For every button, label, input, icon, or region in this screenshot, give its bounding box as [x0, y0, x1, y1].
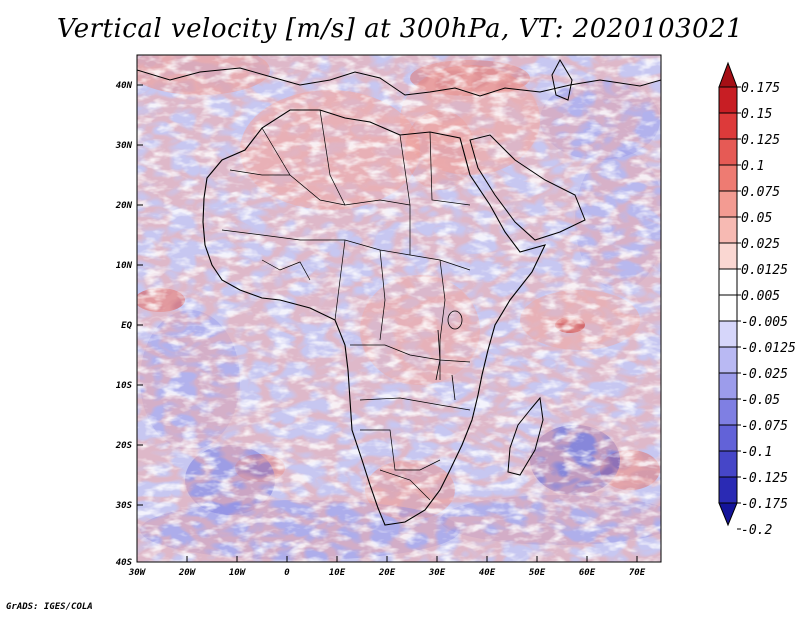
- lat-tick-label: 10N: [116, 261, 133, 271]
- colorbar-label: -0.175: [741, 497, 788, 512]
- africa-coastline: [202, 109, 547, 526]
- lat-tick-label: 40S: [116, 558, 133, 568]
- colorbar: 0.175 0.15 0.125 0.1 0.075 0.05 0.025 0.0125 0.0…: [718, 61, 796, 538]
- colorbar-label: -0.05: [741, 393, 780, 408]
- colorbar-swatch: [718, 346, 738, 374]
- lat-tick-label: 30S: [115, 501, 133, 511]
- colorbar-swatch: [718, 398, 738, 426]
- colorbar-swatch: [718, 242, 738, 270]
- colorbar-label: -0.025: [741, 367, 788, 382]
- lat-tick-label: 30N: [115, 141, 133, 151]
- lon-tick-label: 20W: [178, 568, 197, 578]
- colorbar-swatch: [718, 450, 738, 478]
- lat-tick-label: 10S: [116, 381, 133, 391]
- colorbar-label: -0.005: [741, 315, 788, 330]
- lon-tick-label: 10E: [329, 568, 346, 578]
- madagascar-outline: [507, 396, 544, 476]
- colorbar-swatch: [718, 424, 738, 452]
- colorbar-swatch: [718, 294, 738, 322]
- colorbar-label: -0.075: [741, 419, 788, 434]
- colorbar-swatch: [718, 476, 738, 504]
- map-frame: [136, 54, 662, 563]
- colorbar-swatch: [718, 268, 738, 296]
- footer-credit: GrADS: IGES/COLA: [6, 602, 93, 612]
- caspian-outline: [551, 58, 573, 101]
- arabia-coastline: [469, 134, 586, 241]
- colorbar-label: 0.15: [741, 107, 772, 122]
- colorbar-label: 0.1: [741, 159, 764, 174]
- lon-tick-label: 30E: [428, 568, 446, 578]
- lat-tick-label: 20S: [115, 441, 133, 451]
- colorbar-label: 0.175: [741, 81, 780, 96]
- colorbar-label: 0.025: [741, 237, 780, 252]
- colorbar-swatch: [718, 138, 738, 166]
- colorbar-swatch: [718, 320, 738, 348]
- colorbar-swatch: [718, 86, 738, 114]
- lon-tick-label: 70E: [629, 568, 646, 578]
- colorbar-bottom-arrow: [718, 502, 738, 527]
- colorbar-swatch: [718, 164, 738, 192]
- latitude-axis: 40N 30N 20N 10N EQ 10S 20S 30S 40S: [115, 81, 143, 568]
- colorbar-label: 0.005: [741, 289, 780, 304]
- longitude-axis: 30W 20W 10W 0 10E 20E 30E 40E 50E 60E 70E: [128, 556, 646, 578]
- lon-tick-label: 0: [284, 568, 290, 578]
- colorbar-label: 0.05: [741, 211, 772, 226]
- colorbar-label: -0.2: [741, 523, 772, 538]
- lat-tick-label: EQ: [121, 321, 132, 331]
- colorbar-label: -0.0125: [741, 341, 796, 356]
- country-borders: [221, 109, 471, 501]
- lon-tick-label: 20E: [378, 568, 396, 578]
- lat-tick-label: 40N: [116, 81, 133, 91]
- colorbar-label: 0.0125: [741, 263, 788, 278]
- lat-tick-label: 20N: [115, 201, 133, 211]
- velocity-field: [137, 55, 661, 562]
- lon-tick-label: 50E: [529, 568, 546, 578]
- colorbar-label: 0.075: [741, 185, 780, 200]
- lakes: [435, 310, 463, 401]
- lon-tick-label: 10W: [229, 568, 247, 578]
- europe-coastline: [137, 67, 661, 97]
- chart-title: Vertical velocity [m/s] at 300hPa, VT: 2…: [56, 14, 744, 44]
- lon-tick-label: 40E: [479, 568, 496, 578]
- colorbar-swatch: [718, 372, 738, 400]
- colorbar-label: 0.125: [741, 133, 780, 148]
- colorbar-swatch: [718, 190, 738, 218]
- colorbar-top-arrow: [718, 61, 738, 88]
- colorbar-swatch: [718, 216, 738, 244]
- colorbar-label: -0.1: [741, 445, 772, 460]
- colorbar-swatch: [718, 112, 738, 140]
- lon-tick-label: 60E: [579, 568, 596, 578]
- colorbar-label: -0.125: [741, 471, 788, 486]
- lon-tick-label: 30W: [128, 568, 147, 578]
